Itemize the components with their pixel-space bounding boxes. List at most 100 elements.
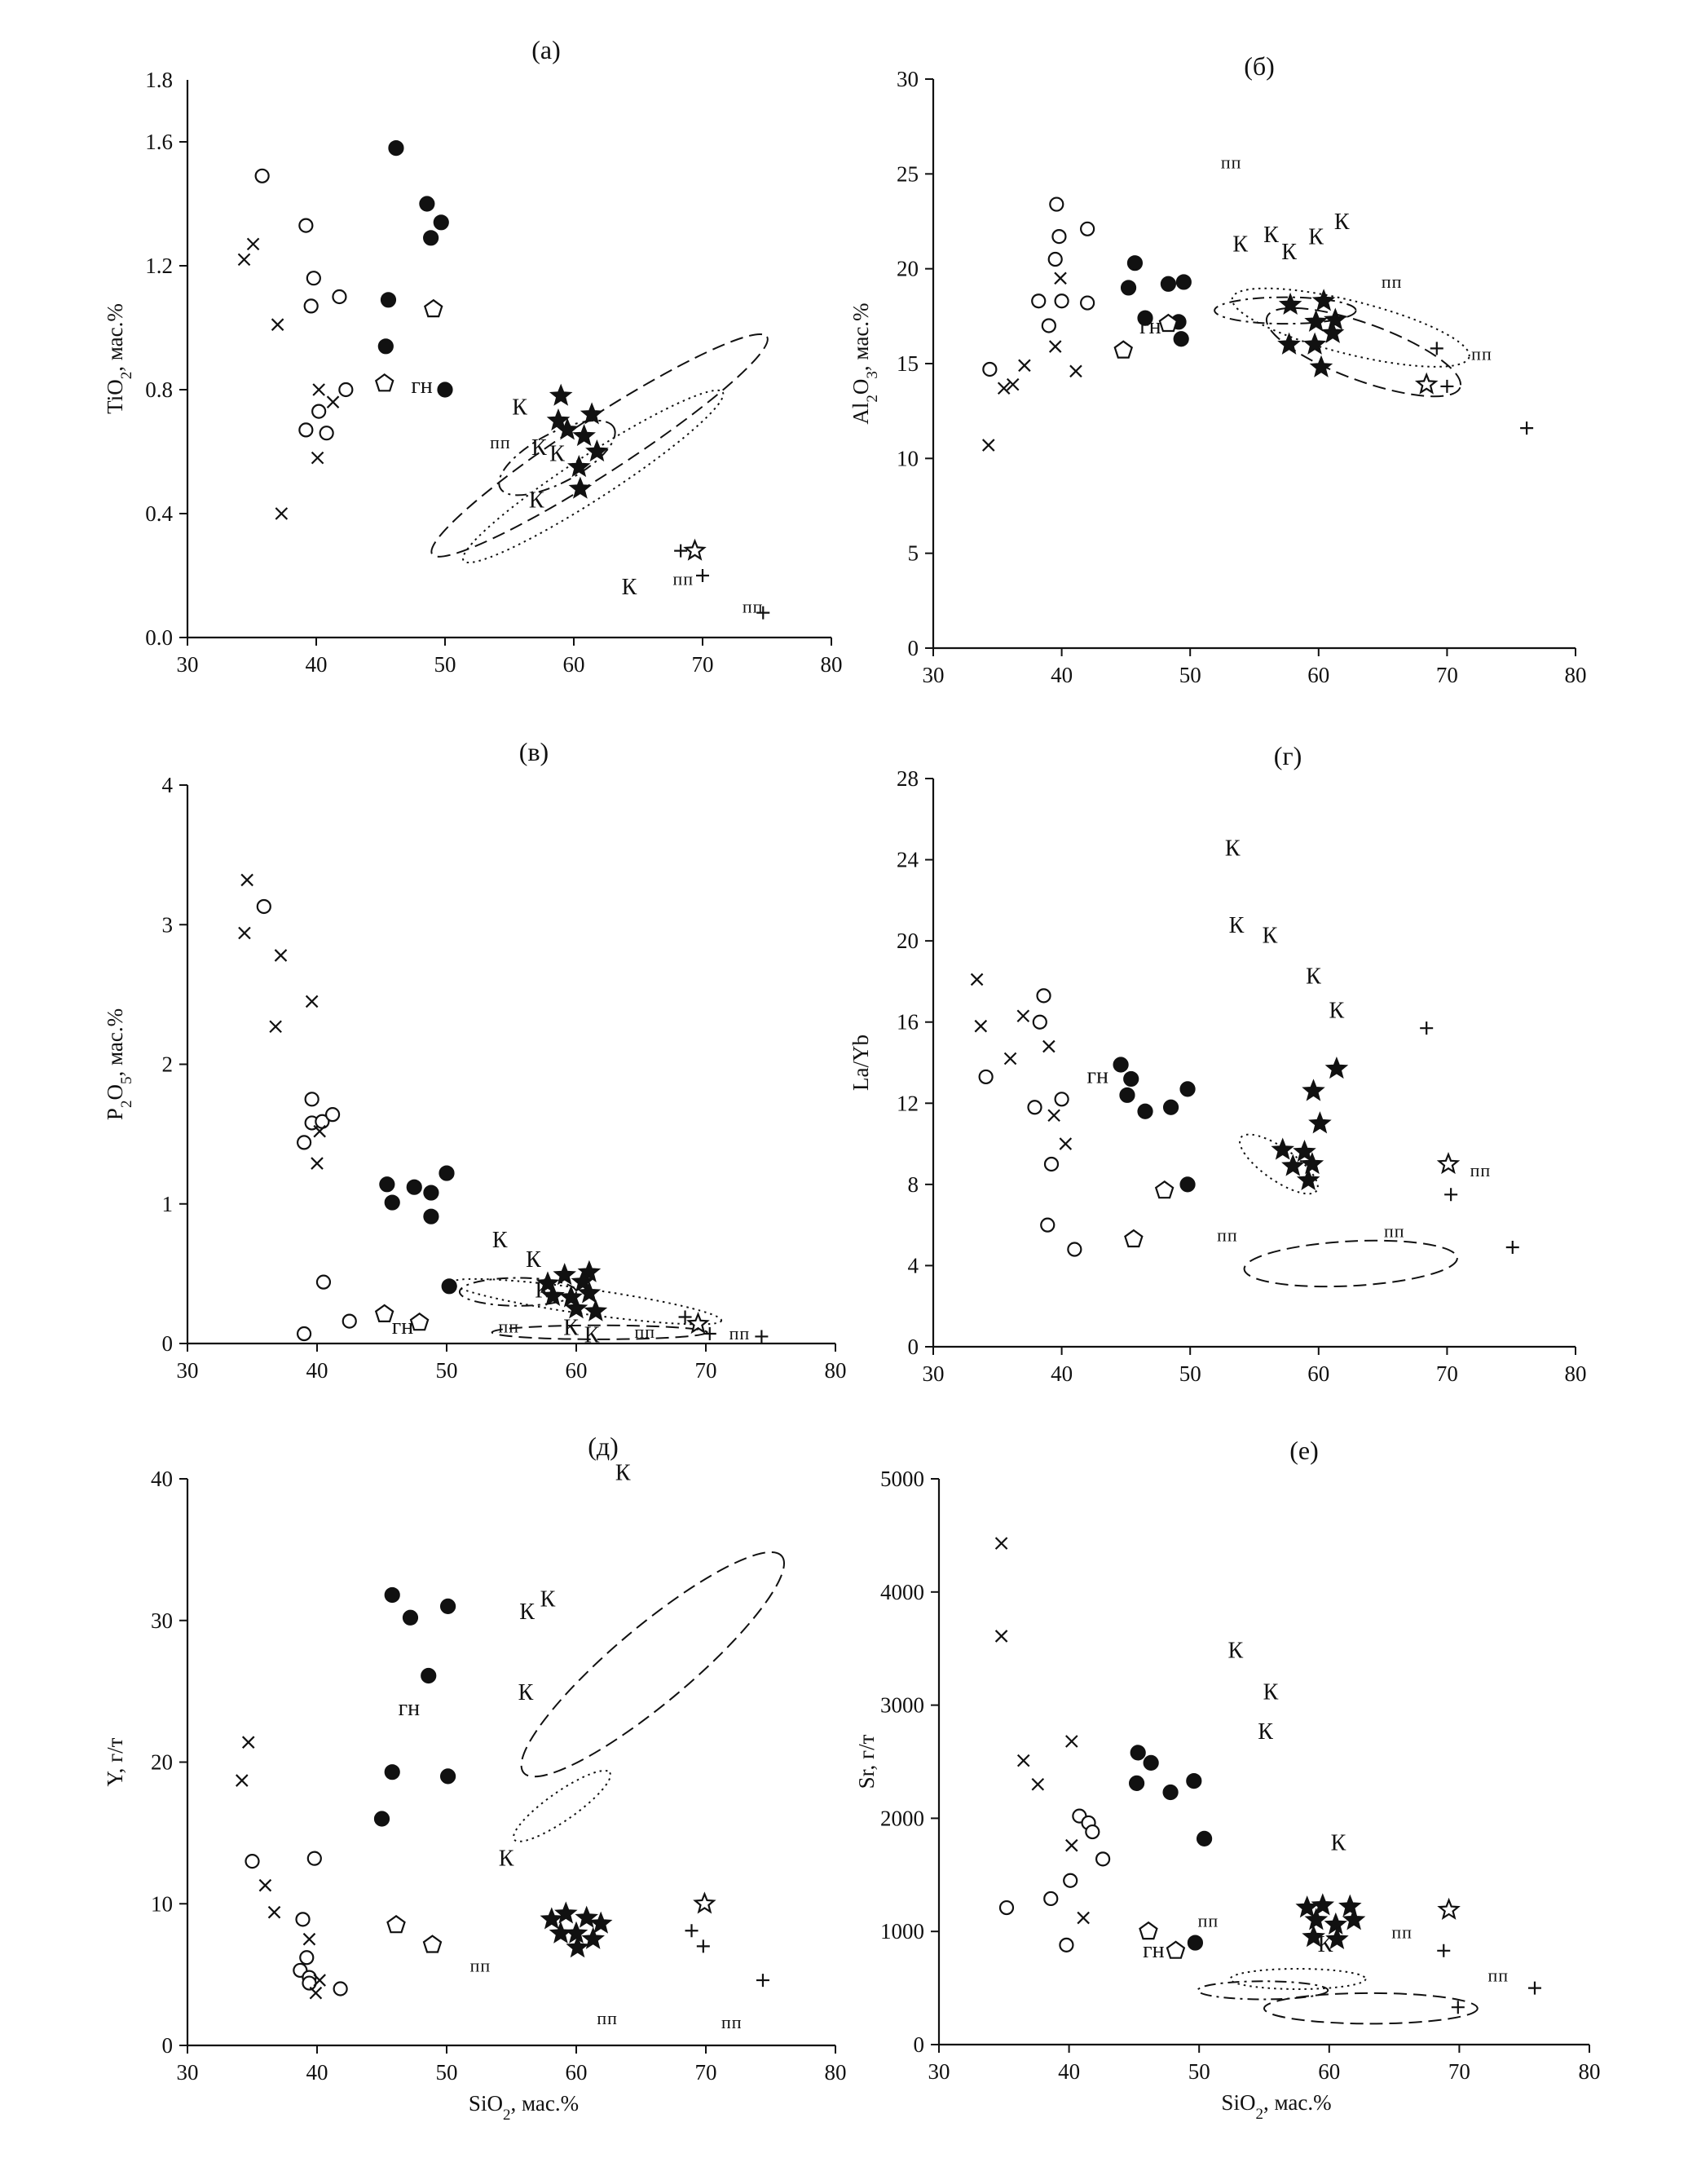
panel-e-sr-vs-sio2: (е) 30 40 50 60 70 80 0 1000 2000 3000 4000 5000 Sr, … bbox=[854, 1436, 1601, 2123]
filled-star-point bbox=[549, 383, 573, 406]
y-tick-label: 0.4 bbox=[145, 501, 173, 526]
filled-circle-point bbox=[388, 140, 404, 157]
filled-star-point bbox=[1271, 1137, 1294, 1160]
x-tick-label: 50 bbox=[436, 1358, 458, 1383]
open-circle-point bbox=[306, 271, 321, 286]
x-tick-label: 50 bbox=[436, 2060, 458, 2085]
plus-point bbox=[696, 569, 709, 582]
cross-point bbox=[1018, 359, 1031, 373]
filled-star-point bbox=[540, 1907, 564, 1930]
y-axis-title: TiO2, мас.% bbox=[103, 303, 135, 414]
open-circle-point bbox=[1049, 196, 1064, 212]
plus-point bbox=[1430, 342, 1443, 355]
plus-point bbox=[1440, 379, 1454, 393]
filled-star-point bbox=[1293, 1139, 1316, 1163]
point-annotation-label: пп bbox=[634, 1321, 655, 1342]
filled-star-point bbox=[571, 1269, 595, 1292]
point-annotation-label: пп bbox=[1470, 1160, 1492, 1180]
filled-star-point bbox=[1338, 1894, 1362, 1917]
point-annotation-label: пп bbox=[673, 568, 694, 589]
open-circle-point bbox=[303, 298, 319, 314]
plus-point bbox=[674, 544, 688, 558]
axis-title-part: SiO bbox=[469, 2091, 503, 2116]
star-filled-series bbox=[546, 383, 609, 499]
y-tick-label: 1.8 bbox=[145, 68, 173, 92]
filled-star-point bbox=[1324, 1056, 1349, 1079]
pentagon-point bbox=[1139, 1921, 1158, 1940]
circle-filled-series bbox=[373, 1586, 456, 1827]
open-circle-point bbox=[1080, 295, 1095, 311]
dashed-field-ellipse bbox=[1243, 1239, 1458, 1288]
cross-point bbox=[1006, 377, 1020, 391]
dashed-field-ellipse bbox=[491, 1324, 708, 1340]
filled-star-point bbox=[554, 1901, 578, 1924]
x-tick-label: 70 bbox=[692, 652, 714, 677]
open-circle-point bbox=[315, 1274, 332, 1290]
filled-star-point bbox=[1308, 1111, 1332, 1134]
open-circle-point bbox=[1059, 1937, 1074, 1952]
circle-open-series bbox=[998, 1808, 1111, 1952]
open-circle-point bbox=[254, 168, 270, 183]
cross-point bbox=[1031, 1777, 1045, 1791]
open-circle-point bbox=[1080, 221, 1095, 236]
y-tick-label: 20 bbox=[151, 1750, 173, 1775]
filled-circle-point bbox=[1119, 1087, 1135, 1103]
filled-circle-point bbox=[1160, 276, 1177, 292]
pentagon-point bbox=[1166, 1940, 1186, 1959]
y-tick-label: 1000 bbox=[880, 1919, 924, 1944]
filled-circle-point bbox=[437, 382, 453, 398]
point-annotation-label: К bbox=[1263, 223, 1279, 248]
plus-series bbox=[1437, 1944, 1541, 2014]
circle-filled-series bbox=[1113, 1057, 1196, 1193]
cross-point bbox=[309, 1986, 323, 2000]
point-annotation-label: К bbox=[535, 1277, 550, 1303]
filled-star-point bbox=[1304, 309, 1328, 332]
y-tick-label: 16 bbox=[897, 1010, 919, 1035]
point-annotation-label: К bbox=[1306, 964, 1321, 989]
filled-circle-point bbox=[1143, 1754, 1159, 1771]
plus-point bbox=[1505, 1241, 1519, 1255]
cross-point bbox=[994, 1630, 1008, 1643]
plus-point bbox=[678, 1310, 692, 1324]
axis-title-part: , мас.% bbox=[103, 1008, 127, 1077]
open-circle-point bbox=[1047, 251, 1063, 267]
point-annotation-label: пп bbox=[1384, 1221, 1405, 1242]
circle-open-series bbox=[978, 988, 1082, 1257]
filled-circle-point bbox=[1128, 1775, 1145, 1791]
filled-star-point bbox=[575, 1905, 598, 1928]
filled-circle-point bbox=[380, 292, 397, 308]
filled-star-point bbox=[566, 1935, 589, 1958]
point-annotation-label: К bbox=[584, 1322, 600, 1348]
pentagon-point bbox=[424, 298, 443, 318]
cross-point bbox=[275, 507, 289, 520]
filled-star-point bbox=[1309, 355, 1333, 377]
point-annotation-label: пп bbox=[1217, 1225, 1238, 1246]
point-annotation-label: К bbox=[519, 1599, 535, 1625]
axis-title-part: 2 bbox=[503, 2107, 511, 2124]
open-circle-point bbox=[982, 361, 998, 377]
axis-title-part: 2 bbox=[864, 395, 881, 403]
cross-point bbox=[1003, 1052, 1017, 1066]
x-tick-label: 30 bbox=[177, 2060, 199, 2085]
x-tick-label: 60 bbox=[566, 1358, 588, 1383]
x-tick-label: 70 bbox=[695, 1358, 717, 1383]
filled-circle-point bbox=[1120, 280, 1137, 296]
cross-point bbox=[311, 1157, 324, 1170]
x-tick-label: 40 bbox=[1051, 663, 1073, 687]
point-annotation-label: пп bbox=[1198, 1911, 1219, 1931]
point-annotation-label: К bbox=[1308, 224, 1324, 249]
cross-point bbox=[1016, 1009, 1030, 1023]
cross-point bbox=[274, 949, 288, 962]
filled-circle-point bbox=[406, 1179, 422, 1195]
cross-point bbox=[236, 1774, 249, 1787]
cross-point bbox=[1077, 1911, 1090, 1925]
filled-star-point bbox=[546, 408, 571, 431]
cross-point bbox=[1065, 1838, 1078, 1852]
pentagon-series bbox=[374, 1304, 430, 1331]
filled-star-point bbox=[541, 1283, 565, 1306]
axis-title-part: , мас.% bbox=[1263, 2090, 1332, 2115]
open-circle-point bbox=[342, 1313, 357, 1329]
open-circle-point bbox=[1054, 1092, 1069, 1107]
filled-star-point bbox=[577, 1281, 602, 1304]
cross-point bbox=[970, 973, 984, 986]
